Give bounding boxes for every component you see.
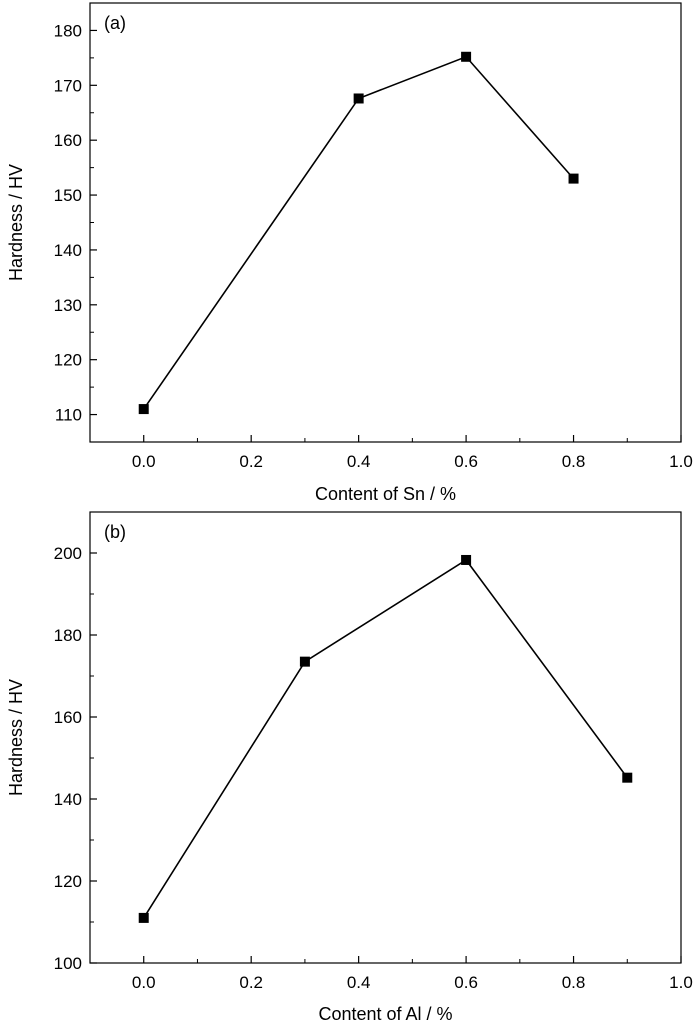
y-tick-label: 120 [54,351,82,370]
x-tick-label: 0.8 [562,973,586,992]
x-tick-label: 0.6 [454,973,478,992]
y-tick-label: 170 [54,76,82,95]
y-tick-label: 150 [54,186,82,205]
y-tick-label: 100 [54,954,82,973]
series-line [143,55,575,410]
data-point-marker [568,173,579,184]
data-point-marker [299,656,310,667]
y-tick-label: 140 [54,241,82,260]
data-point-marker [138,912,149,923]
y-axis-title: Hardness / HV [6,164,26,281]
y-tick-label: 160 [54,708,82,727]
plot-frame [89,2,682,443]
series-line [143,558,628,919]
plot-frame [89,511,682,964]
chart-panel-a: 110 120 130 140 150 160 170 180 0.0 0.2 0.4 0.6 0.8 1… [6,2,693,504]
x-tick-label: 0.6 [454,452,478,471]
y-tick-label: 120 [54,872,82,891]
x-tick-label: 0.4 [347,973,371,992]
x-tick-label: 1.0 [669,973,693,992]
x-axis-title: Content of Sn / % [315,484,456,504]
data-point-marker [138,404,149,415]
y-axis-title: Hardness / HV [6,679,26,796]
x-tick-label: 0.0 [132,973,156,992]
x-tick-label: 0.2 [239,452,263,471]
y-tick-label: 200 [54,544,82,563]
data-point-marker [461,554,472,565]
y-tick-label: 130 [54,296,82,315]
y-tick-label: 180 [54,21,82,40]
x-tick-label: 1.0 [669,452,693,471]
x-tick-label: 0.8 [562,452,586,471]
y-tick-label: 110 [55,406,82,425]
y-tick-label: 160 [54,131,82,150]
x-tick-label: 0.2 [239,973,263,992]
panel-label: (b) [104,522,126,542]
chart-panel-b: 100 120 140 160 180 200 0.0 0.2 0.4 0.6 0.8 1.0 Cont… [6,511,693,1024]
y-tick-label: 180 [54,626,82,645]
data-point-marker [461,51,472,62]
x-axis-title: Content of Al / % [318,1004,452,1024]
data-point-marker [353,93,364,104]
y-tick-label: 140 [54,790,82,809]
panel-label: (a) [104,13,126,33]
data-point-marker [622,772,633,783]
x-tick-label: 0.0 [132,452,156,471]
x-tick-label: 0.4 [347,452,371,471]
